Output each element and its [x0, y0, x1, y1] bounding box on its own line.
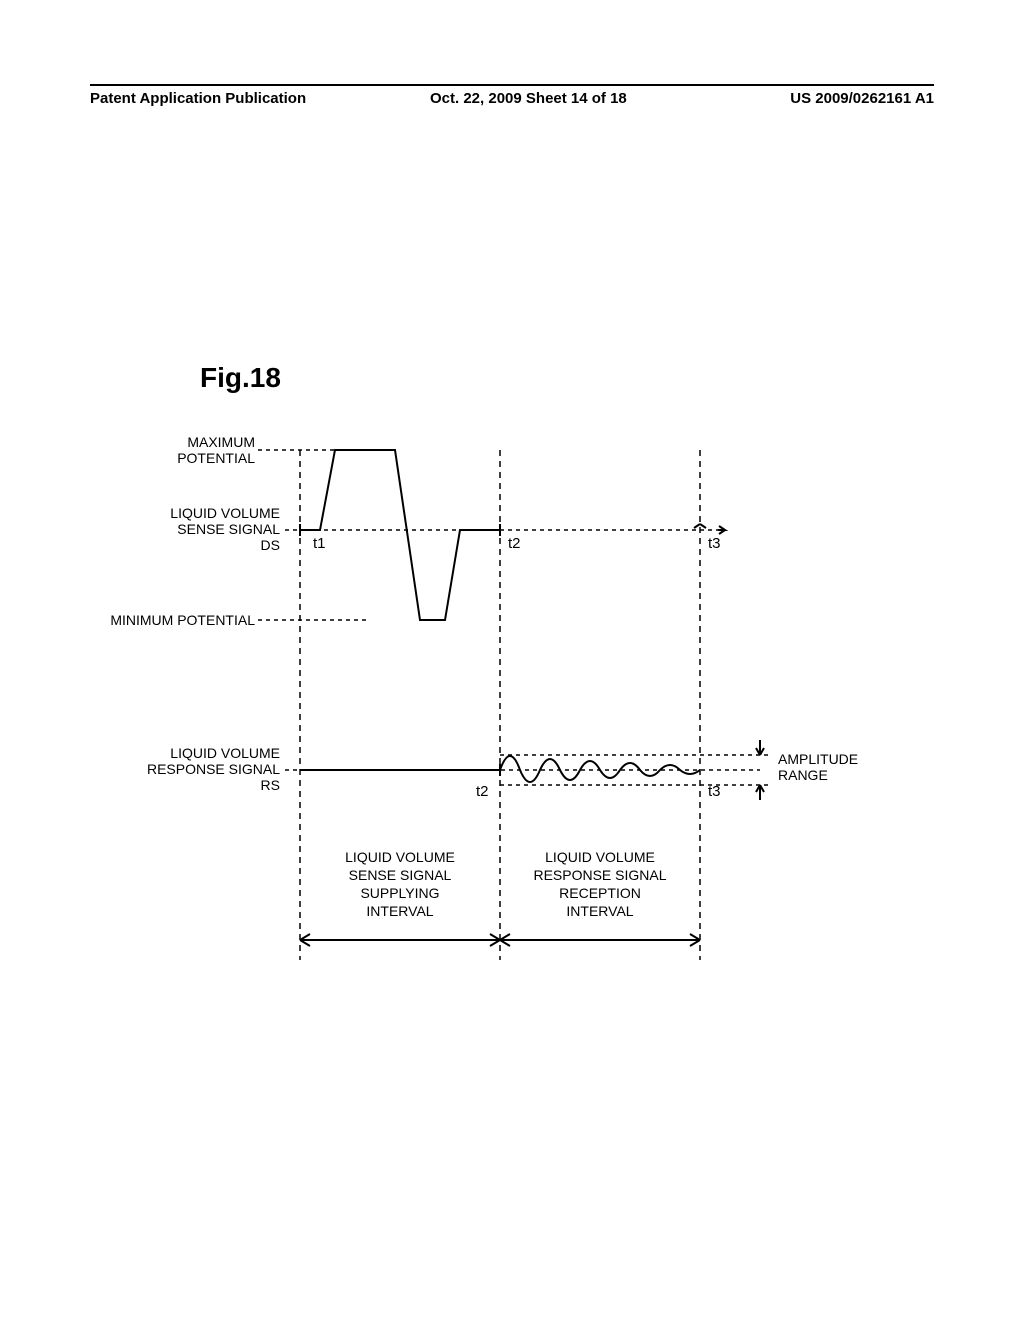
interval-right-arrow: [500, 934, 700, 946]
interval-left-l2: SENSE SIGNAL: [349, 867, 452, 883]
interval-right-l1: LIQUID VOLUME: [545, 849, 655, 865]
tick-t1: t1: [313, 535, 326, 552]
interval-left-l4: INTERVAL: [366, 903, 433, 919]
label-min-potential: MINIMUM POTENTIAL: [110, 612, 255, 628]
tick-t2-ds: t2: [508, 535, 521, 552]
label-amplitude-1: AMPLITUDE: [778, 751, 858, 767]
tick-t2-rs: t2: [476, 783, 489, 800]
interval-left-l1: LIQUID VOLUME: [345, 849, 455, 865]
label-max-potential-2: POTENTIAL: [177, 450, 255, 466]
label-ds-3: DS: [261, 537, 280, 553]
label-rs-3: RS: [261, 777, 280, 793]
interval-right-l2: RESPONSE SIGNAL: [533, 867, 666, 883]
label-ds-2: SENSE SIGNAL: [177, 521, 280, 537]
tick-t3-rs: t3: [708, 783, 721, 800]
ds-waveform: [300, 450, 500, 620]
interval-right-l4: INTERVAL: [566, 903, 633, 919]
label-max-potential-1: MAXIMUM: [187, 434, 255, 450]
label-ds-1: LIQUID VOLUME: [170, 505, 280, 521]
timing-diagram: MAXIMUM POTENTIAL LIQUID VOLUME SENSE SI…: [0, 0, 1024, 1320]
label-rs-1: LIQUID VOLUME: [170, 745, 280, 761]
page: Patent Application Publication Oct. 22, …: [0, 0, 1024, 1320]
ds-baseline-arrow: [718, 526, 725, 534]
label-amplitude-2: RANGE: [778, 767, 828, 783]
label-rs-2: RESPONSE SIGNAL: [147, 761, 280, 777]
interval-right-l3: RECEPTION: [559, 885, 641, 901]
interval-left-arrow: [300, 934, 500, 946]
interval-left-l3: SUPPLYING: [360, 885, 439, 901]
tick-t3-ds: t3: [708, 535, 721, 552]
